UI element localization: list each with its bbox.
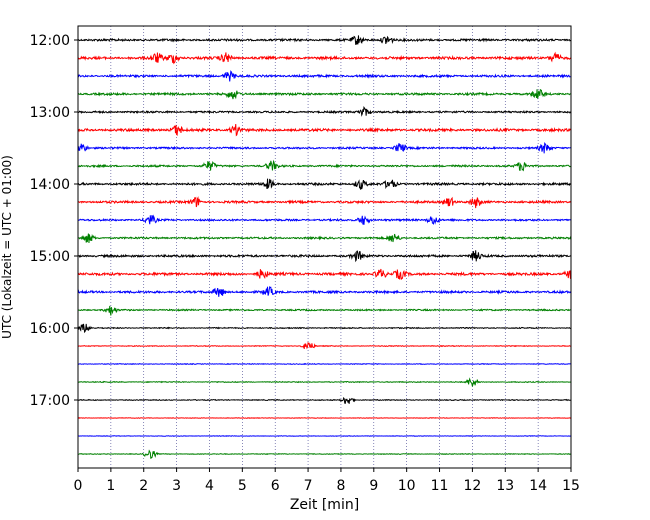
trace-line (77, 51, 572, 65)
x-tick-label: 2 (139, 478, 148, 494)
x-tick-label: 3 (172, 478, 181, 494)
y-axis-ticks: 12:00 13:00 14:00 15:00 16:00 17:00 (30, 33, 78, 409)
trace-line (77, 88, 572, 100)
trace-line (77, 435, 572, 437)
trace-line (77, 123, 572, 137)
y-tick-label: 12:00 (30, 33, 70, 49)
x-axis-ticks: 0 1 2 3 4 5 6 7 8 9 10 11 12 13 14 15 (74, 468, 580, 494)
trace-line (77, 396, 572, 404)
trace-line (77, 377, 572, 387)
x-tick-label: 14 (529, 478, 547, 494)
trace-line (77, 250, 572, 263)
y-tick-label: 13:00 (30, 105, 70, 121)
x-tick-label: 1 (106, 478, 115, 494)
x-tick-label: 10 (398, 478, 416, 494)
trace-line (77, 305, 572, 316)
trace-line (77, 417, 572, 419)
y-tick-label: 17:00 (30, 393, 70, 409)
x-tick-label: 9 (369, 478, 378, 494)
x-tick-label: 15 (562, 478, 580, 494)
trace-line (77, 268, 572, 280)
trace-line (77, 196, 572, 209)
x-axis-label: Zeit [min] (290, 497, 359, 513)
x-tick-label: 8 (336, 478, 345, 494)
y-tick-label: 14:00 (30, 177, 70, 193)
y-tick-label: 16:00 (30, 321, 70, 337)
x-tick-label: 11 (431, 478, 449, 494)
trace-line (77, 214, 572, 226)
x-tick-label: 13 (496, 478, 514, 494)
x-tick-label: 12 (463, 478, 481, 494)
trace-line (77, 159, 572, 172)
x-tick-label: 0 (74, 478, 83, 494)
trace-line (77, 449, 572, 459)
x-tick-label: 7 (304, 478, 313, 494)
plot-frame (77, 25, 572, 469)
y-axis-label: UTC (Lokalzeit = UTC + 01:00) (0, 155, 14, 339)
trace-line (77, 323, 572, 334)
trace-line (77, 362, 572, 366)
trace-line (77, 35, 572, 45)
trace-line (77, 105, 572, 117)
x-tick-label: 4 (205, 478, 214, 494)
trace-line (77, 233, 572, 244)
trace-line (77, 178, 572, 190)
x-tick-label: 5 (238, 478, 247, 494)
trace-line (77, 70, 572, 82)
grid-lines (110, 26, 539, 468)
trace-line (77, 285, 572, 297)
seismogram-traces (77, 35, 572, 459)
x-tick-label: 6 (271, 478, 280, 494)
y-tick-label: 15:00 (30, 249, 70, 265)
trace-line (77, 141, 572, 154)
trace-line (77, 341, 572, 350)
